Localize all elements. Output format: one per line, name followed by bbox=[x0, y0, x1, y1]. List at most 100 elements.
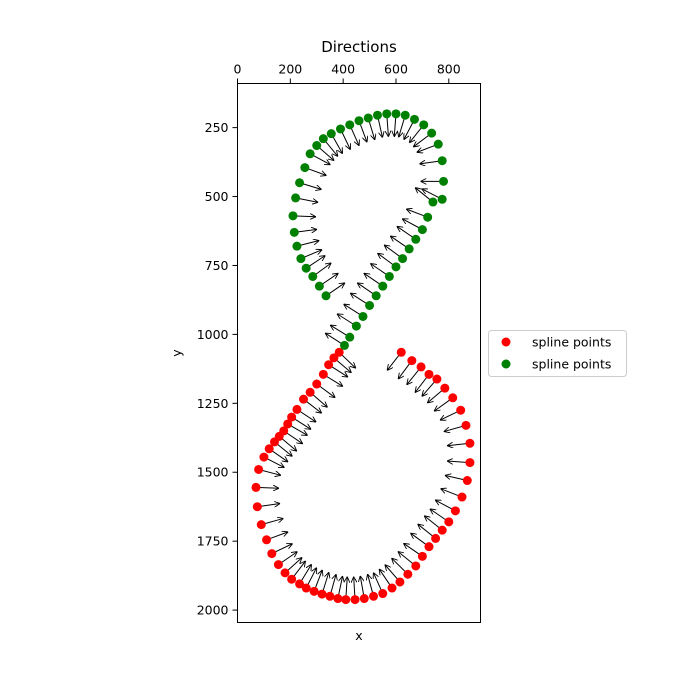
spline-point bbox=[292, 241, 302, 251]
spline-point bbox=[462, 476, 472, 486]
spline-point bbox=[378, 589, 388, 599]
spline-point bbox=[256, 520, 266, 530]
spline-point bbox=[378, 281, 388, 291]
spline-point bbox=[345, 332, 355, 342]
spline-point bbox=[417, 225, 427, 235]
legend-marker bbox=[501, 359, 511, 369]
spline-point bbox=[305, 149, 315, 159]
spline-point bbox=[400, 110, 410, 120]
spline-point bbox=[296, 254, 306, 264]
spline-point bbox=[283, 419, 293, 429]
x-axis: 0 200 400 600 800 bbox=[234, 62, 461, 84]
spline-point bbox=[461, 420, 471, 430]
spline-point bbox=[267, 549, 277, 559]
legend-label: spline points bbox=[532, 335, 611, 350]
spline-point bbox=[312, 141, 322, 151]
spline-point bbox=[411, 561, 421, 571]
spline-point bbox=[279, 426, 289, 436]
spline-point bbox=[382, 109, 392, 119]
spline-point bbox=[341, 595, 351, 605]
y-tick-label: 1750 bbox=[197, 534, 229, 549]
spline-point bbox=[305, 387, 315, 397]
spline-point bbox=[398, 254, 408, 264]
spline-point bbox=[407, 356, 417, 366]
spline-point bbox=[437, 156, 447, 166]
spline-point bbox=[457, 492, 467, 502]
spline-point bbox=[301, 263, 311, 273]
spline-point bbox=[411, 234, 421, 244]
spline-point bbox=[396, 347, 406, 357]
spline-point bbox=[339, 340, 349, 350]
x-axis-title: x bbox=[355, 628, 362, 643]
spline-point bbox=[409, 114, 419, 124]
spline-point bbox=[280, 568, 290, 578]
spline-point bbox=[251, 482, 261, 492]
spline-point bbox=[354, 116, 364, 126]
y-tick-label: 2000 bbox=[197, 603, 229, 618]
spline-point bbox=[317, 589, 327, 599]
spline-point bbox=[465, 438, 475, 448]
spline-point bbox=[437, 525, 447, 535]
spline-point bbox=[325, 591, 335, 601]
spline-point bbox=[321, 291, 331, 301]
spline-point bbox=[395, 577, 405, 587]
x-tick-label: 200 bbox=[278, 62, 302, 77]
spline-point bbox=[416, 362, 426, 372]
spline-point bbox=[318, 134, 328, 144]
y-tick-label: 1250 bbox=[197, 396, 229, 411]
x-tick-label: 600 bbox=[384, 62, 408, 77]
spline-point bbox=[318, 369, 328, 379]
x-tick-label: 800 bbox=[437, 62, 461, 77]
spline-point bbox=[363, 113, 373, 123]
x-tick-label: 400 bbox=[331, 62, 355, 77]
spline-point bbox=[391, 109, 401, 119]
spline-point bbox=[404, 244, 414, 254]
spline-point bbox=[350, 595, 360, 605]
spline-point bbox=[308, 271, 318, 281]
spline-point bbox=[326, 129, 336, 139]
y-tick-label: 1000 bbox=[197, 327, 229, 342]
spline-point bbox=[287, 412, 297, 422]
spline-point bbox=[254, 464, 264, 474]
spline-point bbox=[423, 212, 433, 222]
spline-point bbox=[439, 176, 449, 186]
spline-point bbox=[433, 139, 443, 149]
spline-point bbox=[358, 311, 368, 321]
plot-frame bbox=[237, 83, 481, 623]
spline-point bbox=[432, 374, 442, 384]
spline-point bbox=[417, 551, 427, 561]
y-axis: 250 500 750 1000 1250 1500 1750 2000 bbox=[197, 120, 238, 618]
y-tick-label: 750 bbox=[205, 258, 229, 273]
spline-point bbox=[334, 347, 344, 357]
y-tick-label: 500 bbox=[205, 189, 229, 204]
spline-point bbox=[262, 535, 272, 545]
legend-marker bbox=[501, 337, 511, 347]
spline-point bbox=[365, 300, 375, 310]
spline-point bbox=[300, 163, 310, 173]
spline-point bbox=[264, 444, 274, 454]
arrows-layer bbox=[255, 113, 470, 600]
spline-point bbox=[428, 197, 438, 207]
spline-point bbox=[424, 542, 434, 552]
spline-point bbox=[427, 128, 437, 138]
spline-point bbox=[309, 586, 319, 596]
spline-point bbox=[301, 583, 311, 593]
spline-point bbox=[437, 194, 447, 204]
spline-point bbox=[324, 360, 334, 370]
legend-frame bbox=[488, 330, 627, 377]
spline-point bbox=[450, 506, 460, 516]
spline-point bbox=[384, 271, 394, 281]
legend-label: spline points bbox=[532, 357, 611, 372]
spline-point bbox=[465, 458, 475, 468]
spline-point bbox=[391, 262, 401, 272]
spline-point bbox=[345, 120, 355, 130]
spline-point bbox=[359, 594, 369, 604]
spline-point bbox=[299, 394, 309, 404]
spline-point bbox=[403, 569, 413, 579]
chart-title: Directions bbox=[321, 38, 397, 56]
spline-point bbox=[289, 227, 299, 237]
spline-point bbox=[448, 393, 458, 403]
spline-point bbox=[419, 120, 429, 130]
spline-point bbox=[295, 579, 305, 589]
spline-point bbox=[387, 583, 397, 593]
